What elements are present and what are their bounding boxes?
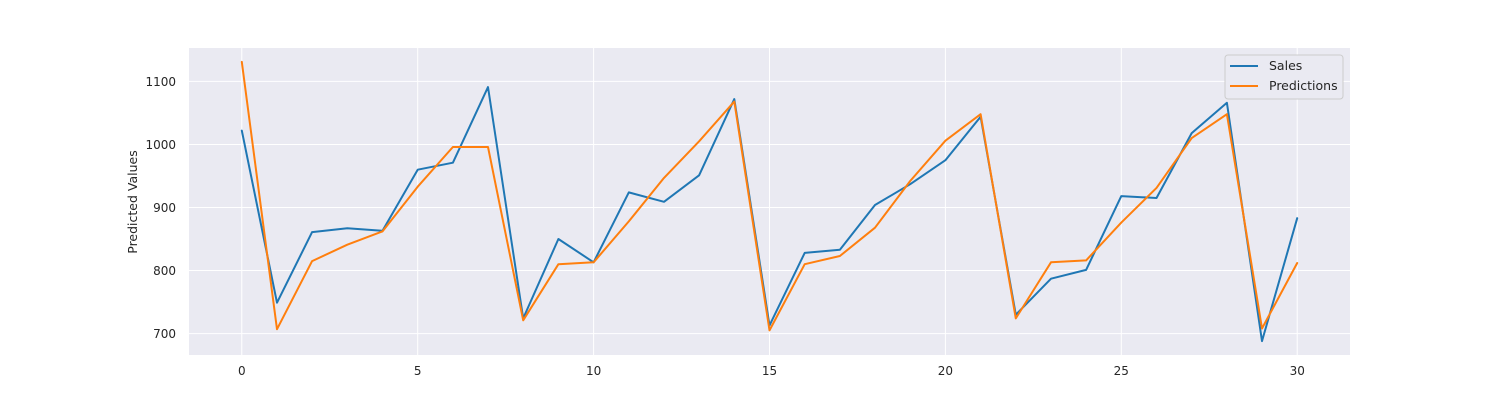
x-tick-label: 25 [1114, 364, 1129, 378]
y-tick-label: 1100 [145, 75, 176, 89]
y-tick-labels: 700 800 900 1000 1100 [145, 75, 176, 341]
x-tick-label: 10 [586, 364, 601, 378]
y-tick-label: 800 [153, 264, 176, 278]
x-tick-label: 15 [762, 364, 777, 378]
y-axis-label: Predicted Values [125, 150, 140, 254]
y-tick-label: 1000 [145, 138, 176, 152]
series-line-predictions [240, 60, 1299, 332]
x-tick-label: 30 [1290, 364, 1305, 378]
legend: Sales Predictions [1224, 54, 1344, 100]
x-tick-labels: 0 5 10 15 20 25 30 [238, 364, 1305, 378]
series-lines [240, 60, 1299, 343]
x-tick-label: 0 [238, 364, 246, 378]
legend-label-predictions: Predictions [1269, 78, 1338, 93]
x-tick-label: 5 [414, 364, 422, 378]
x-tick-label: 20 [938, 364, 953, 378]
y-tick-label: 900 [153, 201, 176, 215]
legend-label-sales: Sales [1269, 58, 1302, 73]
y-tick-label: 700 [153, 327, 176, 341]
grid [189, 48, 1350, 355]
